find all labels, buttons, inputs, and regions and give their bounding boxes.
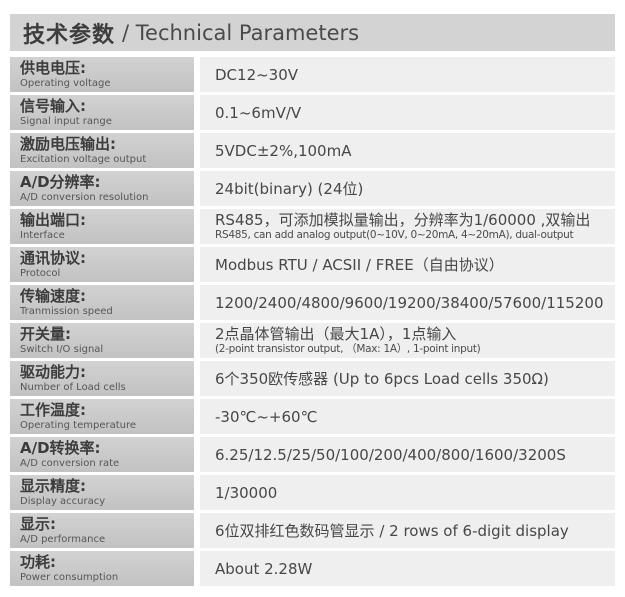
parameter-label-cell: 显示精度: Display accuracy (10, 475, 194, 510)
parameter-value: 1/30000 (215, 483, 278, 502)
parameter-name-zh: 输出端口: (20, 211, 86, 230)
parameter-name-zh: 传输速度: (20, 287, 86, 306)
parameter-name-en: A/D performance (20, 533, 106, 545)
parameter-label-cell: 传输速度: Tranmission speed (10, 285, 194, 320)
parameter-name-en: Interface (20, 229, 65, 241)
parameter-name-en: Display accuracy (20, 495, 106, 507)
parameter-name-zh: 开关量: (20, 325, 71, 344)
parameter-label-cell: 开关量: Switch I/O signal (10, 323, 194, 358)
parameter-row: 激励电压输出: Excitation voltage output 5VDC±2… (10, 133, 615, 168)
parameter-label-cell: 输出端口: Interface (10, 209, 194, 244)
parameter-name-zh: A/D转换率: (20, 439, 101, 458)
parameter-value-cell: DC12~30V (200, 57, 615, 92)
parameter-label-cell: 功耗: Power consumption (10, 551, 194, 586)
parameter-row: 显示精度: Display accuracy 1/30000 (10, 475, 615, 510)
parameter-row: 显示: A/D performance 6位双排红色数码管显示 / 2 rows… (10, 513, 615, 548)
parameter-value-cell: -30℃~+60℃ (200, 399, 615, 434)
parameter-value: 6个350欧传感器 (Up to 6pcs Load cells 350Ω) (215, 369, 549, 388)
parameter-label-cell: 驱动能力: Number of Load cells (10, 361, 194, 396)
parameters-table: 供电电压: Operating voltage DC12~30V 信号输入: S… (10, 57, 615, 586)
parameter-value: -30℃~+60℃ (215, 407, 318, 426)
parameter-name-zh: 信号输入: (20, 97, 86, 116)
parameter-value-cell: 2点晶体管输出（最大1A），1点输入 (2-point transistor o… (200, 323, 615, 358)
parameter-value-cell: 6.25/12.5/25/50/100/200/400/800/1600/320… (200, 437, 615, 472)
parameter-value: DC12~30V (215, 65, 299, 84)
parameter-value-cell: 6位双排红色数码管显示 / 2 rows of 6-digit display (200, 513, 615, 548)
parameter-value: RS485，可添加模拟量输出，分辨率为1/60000 ,双输出 (215, 211, 591, 230)
parameter-value-secondary: RS485, can add analog output(0~10V, 0~20… (215, 229, 574, 242)
parameter-name-zh: 驱动能力: (20, 363, 86, 382)
section-header: 技术参数 / Technical Parameters (10, 14, 615, 51)
parameter-name-zh: 通讯协议: (20, 249, 86, 268)
parameter-row: A/D分辨率: A/D conversion resolution 24bit(… (10, 171, 615, 206)
section-title-zh: 技术参数 (23, 22, 116, 48)
parameter-name-en: Number of Load cells (20, 381, 126, 393)
parameter-name-zh: 工作温度: (20, 401, 86, 420)
parameter-value: 0.1~6mV/V (215, 103, 302, 122)
parameter-name-zh: 显示: (20, 515, 56, 534)
parameter-value-cell: 5VDC±2%,100mA (200, 133, 615, 168)
parameter-row: 开关量: Switch I/O signal 2点晶体管输出（最大1A），1点输… (10, 323, 615, 358)
parameter-label-cell: A/D转换率: A/D conversion rate (10, 437, 194, 472)
parameter-name-zh: 供电电压: (20, 59, 86, 78)
parameter-label-cell: 信号输入: Signal input range (10, 95, 194, 130)
parameter-value: 1200/2400/4800/9600/19200/38400/57600/11… (215, 293, 604, 312)
parameter-name-en: Operating voltage (20, 77, 111, 89)
parameter-value: About 2.28W (215, 559, 313, 578)
parameter-label-cell: 工作温度: Operating temperature (10, 399, 194, 434)
section-title-en: / Technical Parameters (122, 20, 360, 45)
parameter-label-cell: 通讯协议: Protocol (10, 247, 194, 282)
parameter-value: Modbus RTU / ACSII / FREE（自由协议） (215, 255, 504, 274)
parameter-value-cell: 6个350欧传感器 (Up to 6pcs Load cells 350Ω) (200, 361, 615, 396)
parameter-name-en: Power consumption (20, 571, 119, 583)
parameter-value-cell: Modbus RTU / ACSII / FREE（自由协议） (200, 247, 615, 282)
parameter-value: 2点晶体管输出（最大1A），1点输入 (215, 325, 457, 344)
parameter-label-cell: 供电电压: Operating voltage (10, 57, 194, 92)
parameter-name-zh: 功耗: (20, 553, 56, 572)
parameter-row: 输出端口: Interface RS485，可添加模拟量输出，分辨率为1/600… (10, 209, 615, 244)
parameter-value-cell: About 2.28W (200, 551, 615, 586)
parameter-label-cell: 激励电压输出: Excitation voltage output (10, 133, 194, 168)
parameter-name-zh: 显示精度: (20, 477, 86, 496)
parameter-name-zh: A/D分辨率: (20, 173, 101, 192)
parameter-label-cell: A/D分辨率: A/D conversion resolution (10, 171, 194, 206)
parameter-value: 6.25/12.5/25/50/100/200/400/800/1600/320… (215, 445, 566, 464)
parameter-value-secondary: (2-point transistor output, （Max: 1A）, 1… (215, 343, 481, 356)
parameter-row: A/D转换率: A/D conversion rate 6.25/12.5/25… (10, 437, 615, 472)
parameter-row: 传输速度: Tranmission speed 1200/2400/4800/9… (10, 285, 615, 320)
parameter-name-en: Signal input range (20, 115, 112, 127)
parameter-row: 驱动能力: Number of Load cells 6个350欧传感器 (Up… (10, 361, 615, 396)
parameter-row: 通讯协议: Protocol Modbus RTU / ACSII / FREE… (10, 247, 615, 282)
parameter-name-en: Protocol (20, 267, 61, 279)
parameter-row: 功耗: Power consumption About 2.28W (10, 551, 615, 586)
parameter-value-cell: 1/30000 (200, 475, 615, 510)
parameter-name-en: A/D conversion rate (20, 457, 120, 469)
parameter-name-en: Excitation voltage output (20, 153, 147, 165)
parameter-name-en: Operating temperature (20, 419, 137, 431)
parameter-name-en: Tranmission speed (20, 305, 113, 317)
parameter-value: 6位双排红色数码管显示 / 2 rows of 6-digit display (215, 521, 569, 540)
parameter-value-cell: 0.1~6mV/V (200, 95, 615, 130)
parameter-value-cell: 24bit(binary) (24位) (200, 171, 615, 206)
parameter-row: 工作温度: Operating temperature -30℃~+60℃ (10, 399, 615, 434)
parameter-label-cell: 显示: A/D performance (10, 513, 194, 548)
parameter-value-cell: RS485，可添加模拟量输出，分辨率为1/60000 ,双输出 RS485, c… (200, 209, 615, 244)
parameter-value: 5VDC±2%,100mA (215, 141, 352, 160)
parameter-name-en: Switch I/O signal (20, 343, 104, 355)
parameter-value-cell: 1200/2400/4800/9600/19200/38400/57600/11… (200, 285, 615, 320)
parameter-row: 供电电压: Operating voltage DC12~30V (10, 57, 615, 92)
parameter-name-zh: 激励电压输出: (20, 135, 116, 154)
parameter-name-en: A/D conversion resolution (20, 191, 149, 203)
parameter-value: 24bit(binary) (24位) (215, 179, 364, 198)
parameter-row: 信号输入: Signal input range 0.1~6mV/V (10, 95, 615, 130)
